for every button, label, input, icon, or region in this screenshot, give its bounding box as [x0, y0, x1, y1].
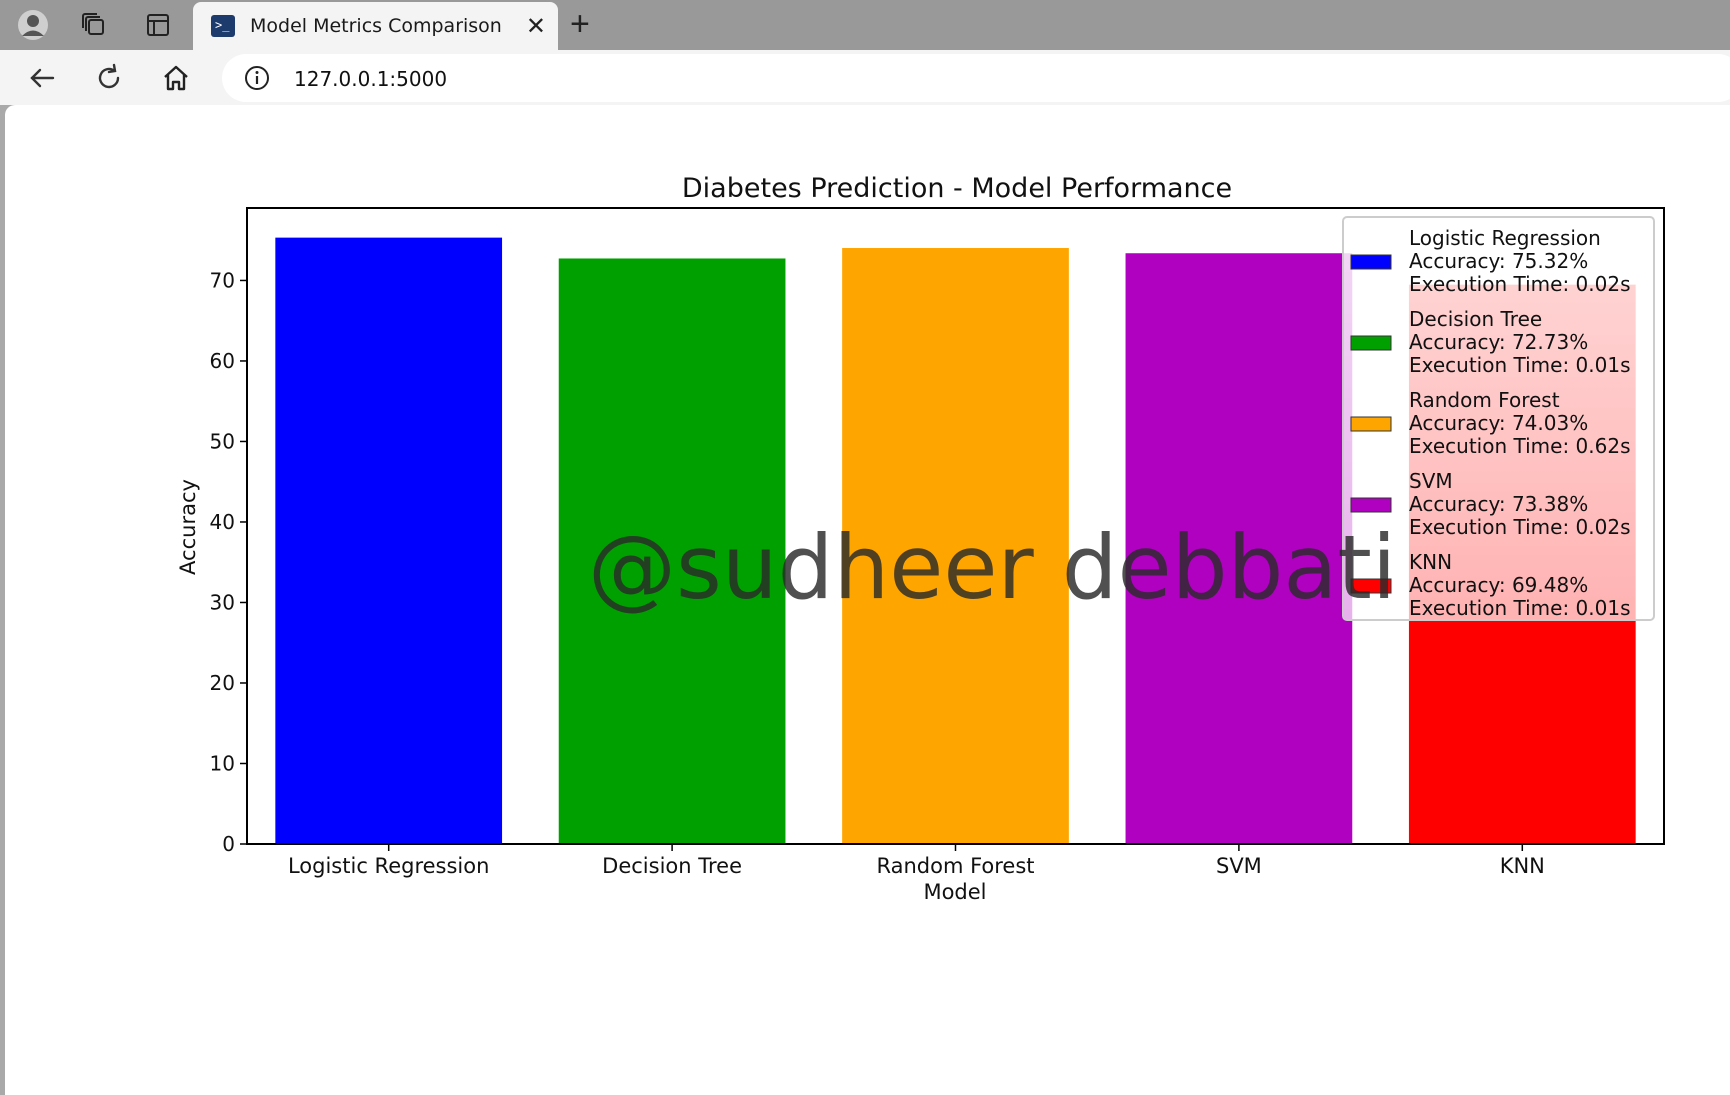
bar-chart: Diabetes Prediction - Model Performance …: [176, 173, 1665, 904]
legend-text: KNN: [1409, 550, 1452, 574]
legend-text: Execution Time: 0.01s: [1409, 353, 1631, 377]
y-tick-label: 40: [210, 510, 235, 534]
close-tab-icon[interactable]: ✕: [525, 13, 546, 40]
y-tick-label: 60: [210, 349, 235, 373]
legend-swatch: [1350, 335, 1392, 351]
legend-frame: [1342, 216, 1655, 621]
info-icon[interactable]: [244, 65, 270, 96]
legend-swatch: [1350, 416, 1392, 432]
watermark: @sudheer debbati: [588, 516, 1396, 619]
page-content: Diabetes Prediction - Model Performance …: [5, 105, 1730, 1095]
legend-text: Random Forest: [1409, 388, 1560, 412]
legend-text: Logistic Regression: [1409, 226, 1601, 250]
legend-text: Accuracy: 74.03%: [1409, 411, 1588, 435]
legend-text: Accuracy: 75.32%: [1409, 249, 1588, 273]
active-tab[interactable]: >_ Model Metrics Comparison ✕: [193, 2, 558, 50]
y-axis-label: Accuracy: [176, 479, 200, 575]
y-tick-label: 0: [222, 832, 235, 856]
bar-random-forest: [842, 248, 1069, 844]
x-tick-label: KNN: [1500, 854, 1545, 878]
legend-text: Execution Time: 0.62s: [1409, 434, 1631, 458]
browser-toolbar: 127.0.0.1:5000: [0, 50, 1730, 105]
legend-text: Accuracy: 72.73%: [1409, 330, 1588, 354]
favicon-glyph: >_: [215, 18, 230, 32]
x-tick-label: Random Forest: [876, 854, 1034, 878]
bar-svm: [1125, 253, 1353, 844]
legend-text: Decision Tree: [1409, 307, 1542, 331]
address-bar[interactable]: 127.0.0.1:5000: [222, 54, 1730, 102]
y-tick-label: 20: [210, 671, 235, 695]
x-axis-label: Model: [923, 880, 986, 904]
new-tab-icon[interactable]: +: [570, 5, 590, 43]
collections-icon[interactable]: [77, 8, 111, 42]
bar-decision-tree: [558, 258, 786, 844]
legend-swatch: [1350, 578, 1392, 594]
x-tick-label: Logistic Regression: [288, 854, 489, 878]
y-tick-label: 30: [210, 590, 235, 614]
legend-swatch: [1350, 497, 1392, 513]
tab-title: Model Metrics Comparison: [250, 15, 502, 37]
legend-text: Execution Time: 0.02s: [1409, 515, 1631, 539]
back-icon[interactable]: [22, 58, 62, 98]
chart-title: Diabetes Prediction - Model Performance: [682, 173, 1232, 204]
url-text[interactable]: 127.0.0.1:5000: [294, 67, 448, 91]
x-tick-label: Decision Tree: [602, 854, 742, 878]
refresh-icon[interactable]: [89, 58, 129, 98]
tab-strip: >_ Model Metrics Comparison ✕ +: [0, 0, 1730, 50]
y-tick-label: 50: [210, 429, 235, 453]
legend-swatch: [1350, 254, 1392, 270]
legend-text: Accuracy: 73.38%: [1409, 492, 1588, 516]
legend-text: Execution Time: 0.01s: [1409, 596, 1631, 620]
x-tick-label: SVM: [1216, 854, 1262, 878]
legend-text: Accuracy: 69.48%: [1409, 573, 1588, 597]
legend-text: SVM: [1409, 469, 1453, 493]
bar-logistic-regression: [275, 237, 503, 844]
profile-icon[interactable]: [16, 8, 50, 42]
tab-actions-icon[interactable]: [141, 8, 175, 42]
y-tick-label: 10: [210, 751, 235, 775]
terminal-favicon-icon: >_: [211, 15, 235, 37]
legend-text: Execution Time: 0.02s: [1409, 272, 1631, 296]
home-icon[interactable]: [156, 58, 196, 98]
y-tick-label: 70: [210, 268, 235, 292]
